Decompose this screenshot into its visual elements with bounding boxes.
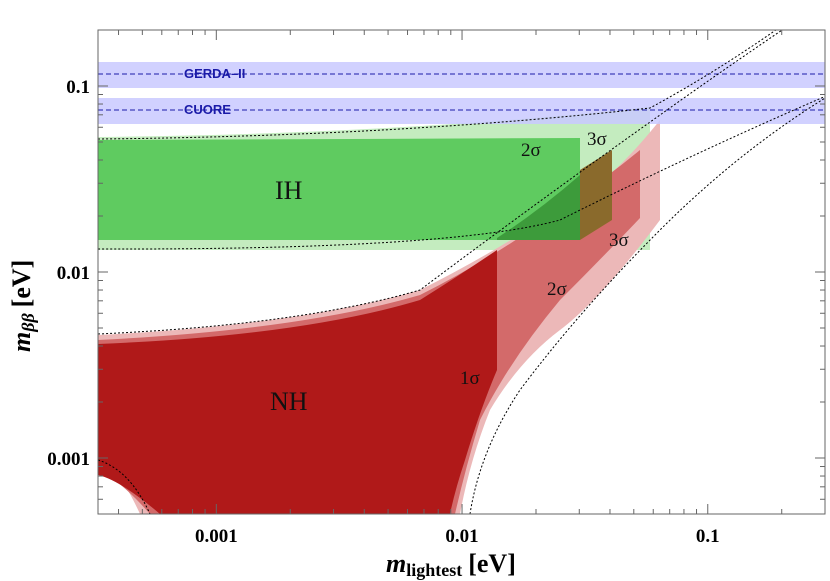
ih-nh-overlap (497, 175, 580, 240)
y-tick-label: 0.01 (57, 263, 90, 284)
nh-corner-boundary (98, 459, 151, 514)
y-tick-label: 0.1 (66, 77, 90, 98)
x-ticks: 0.001 0.01 0.1 (195, 30, 720, 547)
cuore-band (98, 98, 825, 124)
sigma-label-nh-3: 3σ (609, 230, 629, 251)
nh-lower-boundary (469, 97, 825, 514)
sigma-label-ih-2: 2σ (521, 140, 541, 161)
cuore-label: CUORE (184, 102, 231, 117)
ih-label: IH (275, 176, 303, 205)
x-tick-label: 0.1 (696, 526, 720, 547)
x-minor-ticks (118, 30, 783, 514)
gerda-label: GERDA–II (184, 66, 245, 81)
ih-2sigma-region (98, 138, 580, 240)
x-axis-title: mlightest [eV] (386, 549, 516, 580)
sigma-label-nh-1: 1σ (460, 368, 480, 389)
y-minor-ticks (98, 29, 825, 515)
nh-label: NH (270, 387, 308, 416)
overlap-3sigma (580, 150, 612, 240)
sigma-label-nh-2: 2σ (547, 279, 567, 300)
sigma-label-ih-3: 3σ (587, 129, 607, 150)
y-axis-title: mββ[eV] (7, 260, 38, 352)
y-ticks: 0.001 0.01 0.1 (47, 77, 825, 470)
y-tick-label: 0.001 (47, 449, 90, 470)
nh-upper-boundary (98, 30, 784, 335)
ih-upper-boundary (98, 30, 777, 140)
x-tick-label: 0.001 (195, 526, 238, 547)
x-tick-label: 0.01 (445, 526, 478, 547)
nh-1sigma-region (98, 250, 497, 514)
ih-lower-boundary (98, 95, 825, 250)
